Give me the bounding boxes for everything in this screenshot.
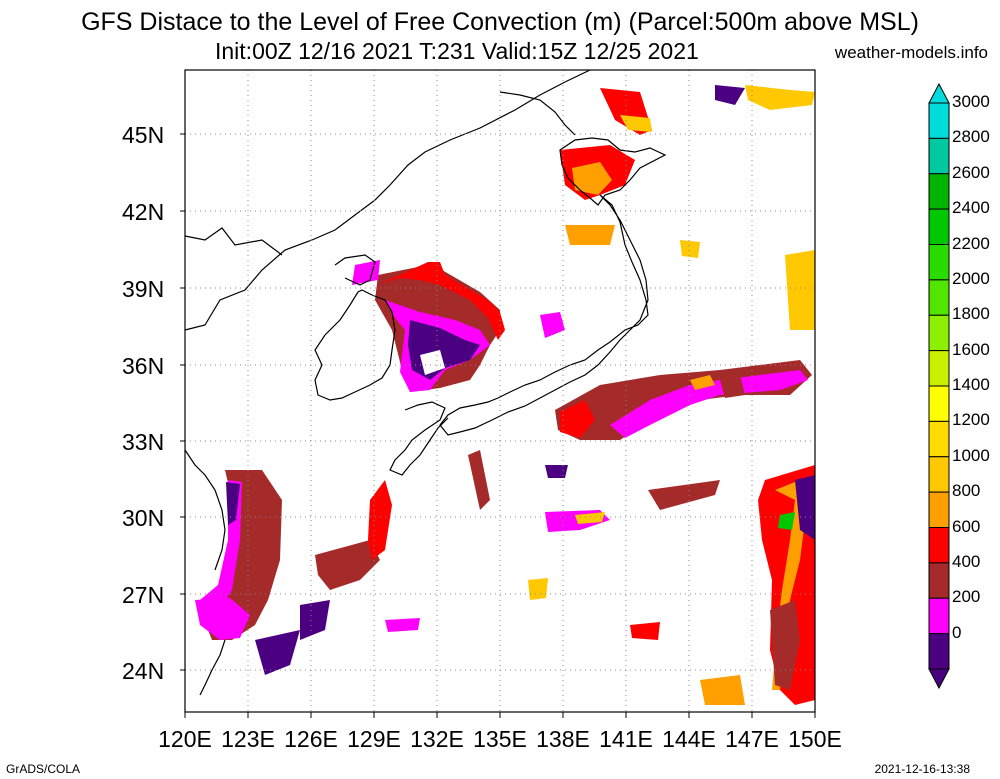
colorbar-label: 2600 xyxy=(952,162,990,182)
colorbar-cell xyxy=(928,102,950,139)
colorbar-cell xyxy=(928,562,950,599)
lon-label-141e: 141E xyxy=(599,726,653,752)
lat-label-42n: 42N xyxy=(122,199,165,225)
colorbar-label: 1800 xyxy=(952,304,990,324)
lat-label-36n: 36N xyxy=(122,353,165,379)
lat-label-30n: 30N xyxy=(122,505,165,531)
chart-title: GFS Distace to the Level of Free Convect… xyxy=(81,8,919,36)
colorbar-cell xyxy=(928,350,950,387)
lon-label-138e: 138E xyxy=(536,726,590,752)
colorbar xyxy=(928,82,950,690)
colorbar-cell xyxy=(928,244,950,281)
colorbar-label: 400 xyxy=(952,551,981,571)
lon-label-129e: 129E xyxy=(347,726,401,752)
lon-label-147e: 147E xyxy=(725,726,779,752)
colorbar-cell xyxy=(928,420,950,458)
colorbar-cell xyxy=(928,314,950,352)
lon-label-150e: 150E xyxy=(788,726,842,752)
colorbar-cell xyxy=(928,491,950,528)
colorbar-cell xyxy=(928,597,950,635)
lon-label-123e: 123E xyxy=(221,726,275,752)
site-credit: weather-models.info xyxy=(834,43,988,62)
lat-label-33n: 33N xyxy=(122,429,165,455)
footer-grads: GrADS/COLA xyxy=(6,762,81,776)
colorbar-cell xyxy=(928,173,950,210)
colorbar-cell xyxy=(928,456,950,493)
colorbar-cell xyxy=(928,527,950,564)
colorbar-cell xyxy=(928,385,950,422)
colorbar-label: 0 xyxy=(952,622,962,642)
colorbar-label: 3000 xyxy=(952,92,990,111)
colorbar-label: 2000 xyxy=(952,268,990,288)
lon-label-120e: 120E xyxy=(158,726,212,752)
colorbar-label: 1200 xyxy=(952,410,990,430)
lon-label-126e: 126E xyxy=(284,726,338,752)
footer-timestamp: 2021-12-16-13:38 xyxy=(874,762,970,776)
colorbar-label: 1000 xyxy=(952,445,990,465)
colorbar-label: 1400 xyxy=(952,375,990,394)
colorbar-label: 2200 xyxy=(952,233,990,253)
chart-subtitle: Init:00Z 12/16 2021 T:231 Valid:15Z 12/2… xyxy=(215,38,699,64)
colorbar-label: 1600 xyxy=(952,339,990,359)
colorbar-label: 2400 xyxy=(952,198,990,218)
lat-label-27n: 27N xyxy=(122,582,165,608)
colorbar-label: 600 xyxy=(952,516,981,536)
map-frame xyxy=(184,69,816,713)
lat-label-45n: 45N xyxy=(122,122,165,148)
colorbar-cell xyxy=(928,279,950,316)
lon-label-144e: 144E xyxy=(662,726,716,752)
lfc-shading xyxy=(195,85,815,705)
colorbar-cell xyxy=(928,633,950,670)
colorbar-label: 2800 xyxy=(952,127,990,147)
colorbar-label: 800 xyxy=(952,481,981,501)
colorbar-label: 200 xyxy=(952,587,981,607)
lat-label-39n: 39N xyxy=(122,276,165,302)
lon-label-135e: 135E xyxy=(473,726,527,752)
colorbar-cell xyxy=(928,137,950,175)
colorbar-cell xyxy=(928,208,950,245)
grid-lines xyxy=(185,70,815,712)
lat-label-24n: 24N xyxy=(122,658,165,684)
lon-label-132e: 132E xyxy=(410,726,464,752)
coastline xyxy=(184,69,667,696)
